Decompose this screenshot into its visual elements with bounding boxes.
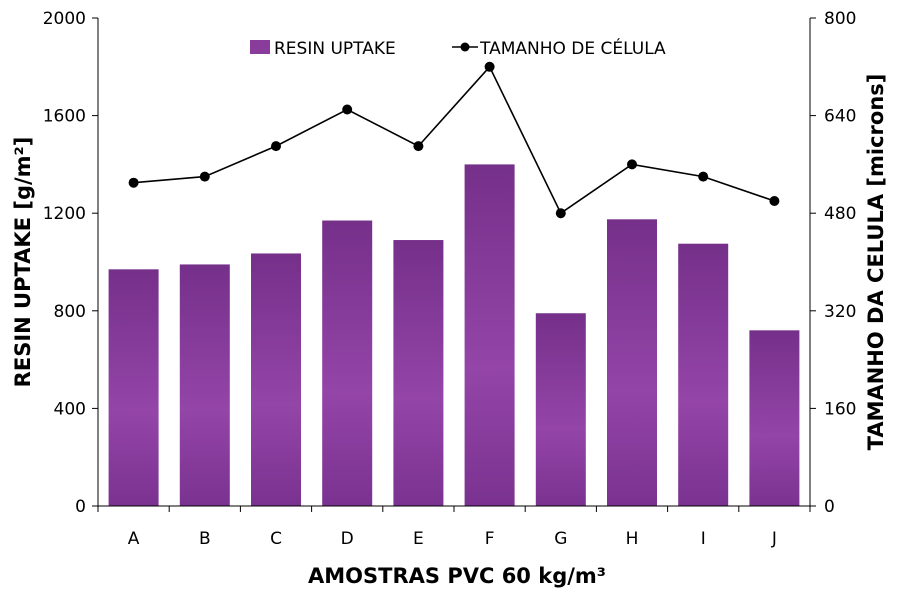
bar-J [749, 330, 800, 506]
x-tick-label: D [341, 529, 354, 549]
line-point-B [199, 171, 210, 182]
bar-B [179, 264, 230, 506]
x-tick-label: B [199, 529, 211, 549]
bar-G [535, 313, 586, 506]
bar-series [108, 164, 800, 507]
bar-D [322, 220, 373, 506]
line-point-F [484, 61, 495, 72]
line-series [128, 61, 780, 219]
bar-I [678, 243, 729, 506]
y2-tick-label: 320 [824, 302, 856, 322]
line-point-J [769, 196, 780, 206]
x-tick-label: G [554, 529, 567, 549]
bar-A [108, 269, 159, 506]
line-point-E [413, 141, 424, 152]
bar-F [464, 164, 515, 506]
bar-E [393, 240, 444, 507]
legend-line-label: TAMANHO DE CÉLULA [479, 37, 666, 59]
line-point-G [555, 208, 566, 219]
x-axis-title: AMOSTRAS PVC 60 kg/m³ [308, 564, 606, 588]
y2-tick-label: 480 [824, 204, 856, 224]
bar-C [251, 253, 301, 506]
line-path [133, 65, 775, 215]
y-tick-label: 2000 [43, 9, 86, 29]
y2-axis-title: TAMANHO DA CELULA [microns] [864, 74, 888, 451]
y2-tick-label: 800 [824, 9, 856, 29]
y-axis-title: RESIN UPTAKE [g/m²] [11, 137, 35, 388]
x-tick-label: C [270, 529, 282, 549]
x-tick-label: I [701, 529, 706, 549]
legend-bar-swatch [250, 40, 270, 54]
line-point-I [698, 171, 709, 182]
x-tick-label: J [771, 529, 777, 549]
x-tick-label: H [626, 529, 639, 549]
y2-tick-label: 160 [824, 399, 856, 419]
line-point-C [271, 141, 281, 152]
y2-tick-label: 640 [824, 107, 856, 127]
x-tick-label: E [413, 529, 424, 549]
bar-H [607, 219, 657, 507]
axes: 0 400 800 1200 1600 2000 0 160 320 480 640 800 A B C D E… [43, 9, 857, 549]
y-tick-label: 1600 [43, 107, 86, 127]
y-tick-label: 800 [54, 302, 86, 322]
legend-bar-label: RESIN UPTAKE [274, 39, 396, 59]
legend-line-marker [460, 42, 470, 52]
y-tick-label: 400 [54, 399, 86, 419]
x-tick-label: F [485, 529, 495, 549]
line-point-A [128, 177, 139, 188]
x-tick-label: A [128, 529, 140, 549]
y-tick-label: 0 [75, 497, 86, 517]
y2-tick-label: 0 [824, 497, 835, 517]
legend: RESIN UPTAKE TAMANHO DE CÉLULA [250, 37, 666, 59]
line-point-D [342, 104, 353, 115]
y-tick-label: 1200 [43, 204, 86, 224]
line-point-H [627, 159, 637, 170]
